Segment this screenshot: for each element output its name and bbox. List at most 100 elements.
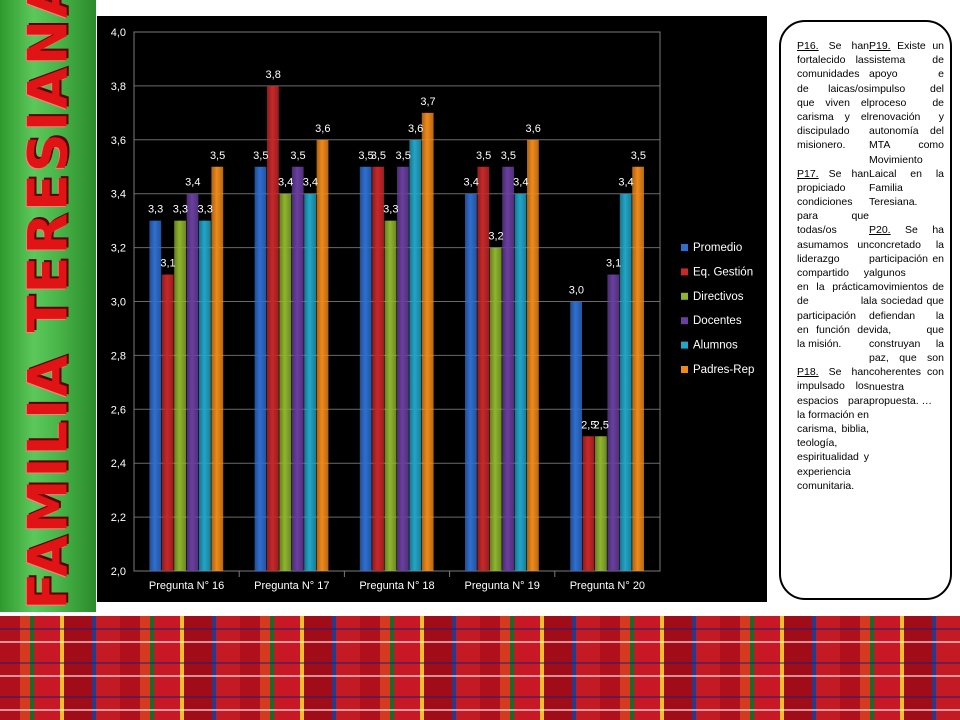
data-label: 3,4 [513, 177, 528, 189]
note-text: Existe un sistema de apoyo e impulso del… [869, 40, 944, 209]
bar-eq-gesti-n-4 [477, 166, 490, 571]
data-label: 2,5 [594, 419, 609, 431]
x-tick-label: Pregunta N° 19 [465, 580, 540, 592]
data-label: 3,4 [185, 177, 200, 189]
legend-label: Alumnos [693, 340, 738, 352]
data-label: 3,6 [315, 123, 330, 135]
data-label: 3,3 [383, 204, 398, 216]
note-p16: P16. Se han fortalecido las comunidades … [797, 39, 869, 153]
bar-docentes-4 [502, 166, 514, 571]
data-label: 3,7 [420, 96, 435, 108]
data-label: 3,3 [173, 204, 188, 216]
bar-directivos-4 [489, 247, 502, 571]
textile-pattern-band [0, 616, 960, 720]
data-label: 3,5 [631, 150, 646, 162]
legend-swatch [681, 268, 688, 276]
y-tick-label: 3,0 [111, 297, 126, 309]
legend-label: Docentes [693, 315, 742, 327]
bar-promedio-2 [254, 166, 267, 571]
x-tick-label: Pregunta N° 20 [570, 580, 645, 592]
bar-directivos-2 [279, 193, 292, 571]
note-p18: P18. Se han impulsado los espacios para … [797, 365, 869, 493]
bar-padres-rep-3 [421, 112, 434, 571]
legend-swatch [681, 317, 688, 325]
data-label: 3,5 [210, 150, 225, 162]
data-label: 3,6 [526, 123, 541, 135]
note-tag: P17. [797, 167, 819, 180]
note-p19: P19. Existe un sistema de apoyo e impuls… [869, 39, 944, 209]
y-tick-label: 3,8 [111, 81, 126, 93]
legend-label: Padres-Rep [693, 364, 754, 376]
bar-alumnos-3 [409, 139, 422, 572]
bar-docentes-2 [291, 166, 304, 571]
bar-promedio-4 [465, 193, 477, 571]
data-label: 2,5 [581, 419, 596, 431]
y-tick-label: 2,6 [111, 404, 126, 416]
data-label: 3,0 [569, 285, 584, 297]
note-text: Se han fortalecido las comunidades de la… [797, 40, 869, 152]
legend-swatch [681, 244, 688, 251]
bar-directivos-5 [595, 436, 607, 571]
notes-panel: P16. Se han fortalecido las comunidades … [779, 20, 952, 600]
bar-eq-gesti-n-5 [582, 436, 595, 571]
data-label: 3,5 [501, 150, 516, 162]
y-tick-label: 2,4 [111, 458, 126, 470]
bar-eq-gesti-n-1 [161, 274, 174, 571]
bar-alumnos-5 [619, 193, 632, 571]
data-label: 3,5 [396, 150, 411, 162]
bar-docentes-1 [186, 193, 199, 571]
bar-promedio-1 [149, 220, 162, 571]
y-tick-label: 2,2 [111, 512, 126, 524]
bar-padres-rep-5 [632, 166, 644, 571]
notes-column-left: P16. Se han fortalecido las comunidades … [797, 39, 869, 493]
note-tag: P20. [869, 224, 891, 237]
legend-label: Directivos [693, 291, 744, 303]
bar-padres-rep-2 [316, 139, 329, 572]
bar-promedio-5 [570, 301, 582, 571]
y-tick-label: 2,8 [111, 350, 126, 362]
bar-docentes-3 [397, 166, 409, 571]
data-label: 3,8 [266, 69, 281, 81]
sidebar-banner: FAMILIA TERESIANA [0, 0, 96, 612]
y-tick-label: 3,6 [111, 135, 126, 147]
bar-promedio-3 [359, 166, 372, 571]
note-tag: P18. [797, 366, 819, 379]
data-label: 3,4 [464, 177, 479, 189]
bar-alumnos-1 [199, 220, 211, 571]
y-tick-label: 2,0 [111, 566, 126, 578]
legend-label: Promedio [693, 242, 742, 254]
data-label: 3,1 [606, 258, 621, 270]
data-label: 3,2 [488, 231, 503, 243]
sidebar-title: FAMILIA TERESIANA [16, 0, 80, 610]
data-label: 3,1 [160, 258, 175, 270]
data-label: 3,5 [253, 150, 268, 162]
chart-panel: 3,3 3,1 3,3 3,4 3,3 3,5 3,5 3,8 3,4 3,5 3,4 3,6 3,5 3… [97, 16, 767, 602]
data-label: 3,6 [408, 123, 423, 135]
bar-alumnos-2 [304, 193, 316, 571]
y-tick-label: 3,2 [111, 243, 126, 255]
x-tick-label: Pregunta N° 17 [254, 580, 329, 592]
bar-eq-gesti-n-3 [372, 166, 384, 571]
data-label: 3,5 [371, 150, 386, 162]
note-tag: P16. [797, 40, 819, 52]
data-label: 3,5 [358, 150, 373, 162]
bar-padres-rep-1 [211, 166, 224, 571]
y-tick-label: 4,0 [111, 27, 126, 39]
bar-padres-rep-4 [527, 139, 539, 572]
notes-column-right: P19. Existe un sistema de apoyo e impuls… [869, 39, 944, 408]
data-label: 3,5 [290, 150, 305, 162]
bar-alumnos-4 [514, 193, 527, 571]
bar-directivos-1 [174, 220, 186, 571]
legend-swatch [681, 366, 688, 373]
note-text: Se han propiciado condiciones para que t… [797, 167, 869, 351]
data-label: 3,3 [148, 204, 163, 216]
bar-docentes-5 [607, 274, 620, 571]
note-p20: P20. Se ha concretado la participación e… [869, 223, 944, 408]
legend-swatch [681, 292, 688, 300]
y-tick-label: 3,4 [111, 189, 126, 201]
data-label: 3,4 [618, 177, 633, 189]
legend-label: Eq. Gestión [693, 266, 753, 278]
legend-swatch [681, 341, 688, 349]
x-tick-label: Pregunta N° 16 [149, 580, 224, 592]
data-label: 3,5 [476, 150, 491, 162]
